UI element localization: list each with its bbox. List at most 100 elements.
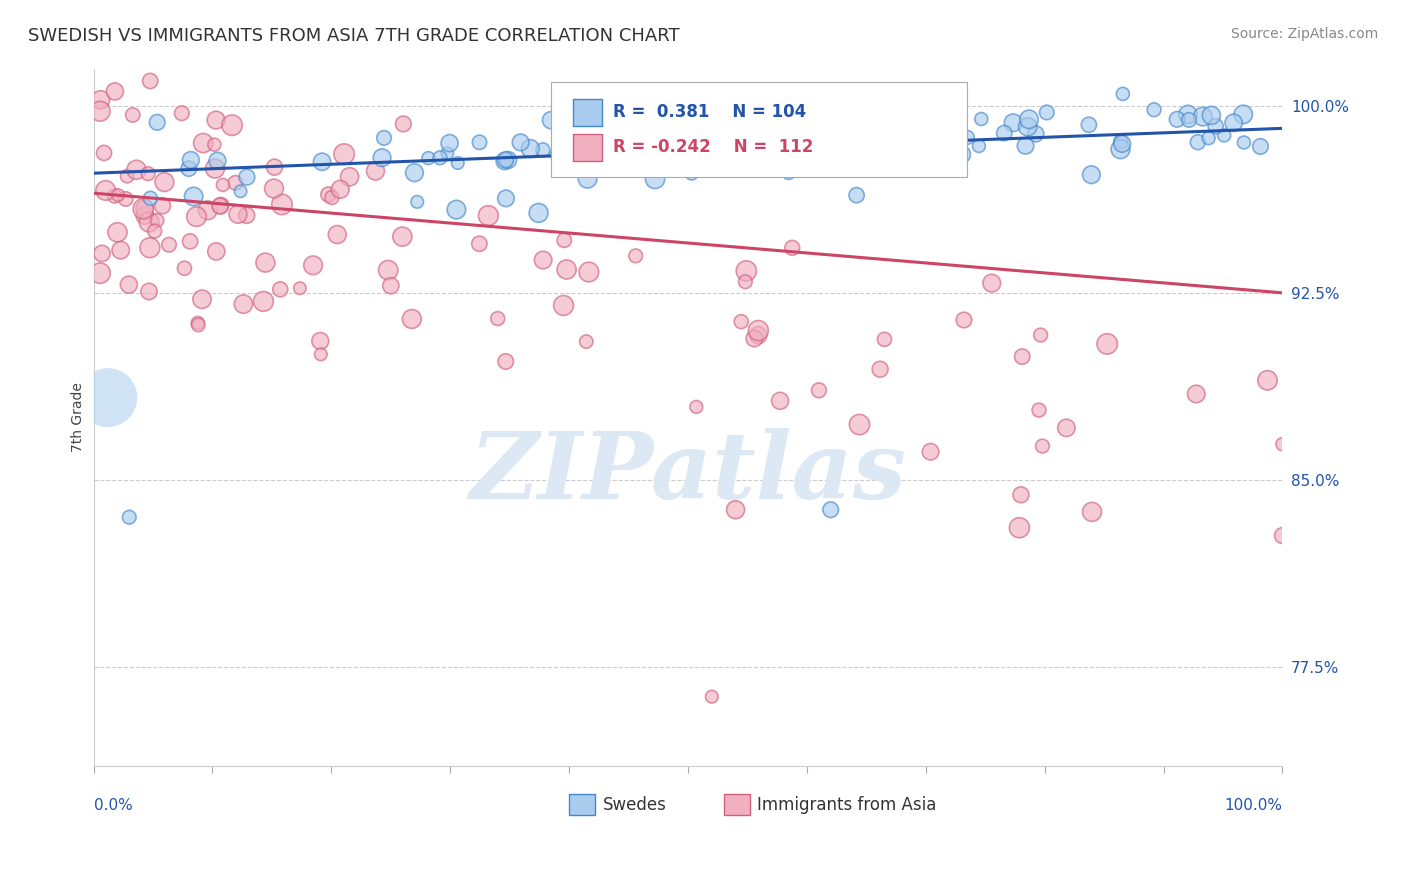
Point [202, 137, 225, 152]
Point [208, 199, 231, 213]
Y-axis label: 7th Grade: 7th Grade [72, 383, 86, 452]
Point [869, 362, 891, 376]
Point [731, 115, 754, 129]
Point [870, 122, 893, 136]
Point [950, 147, 973, 161]
Point [136, 167, 159, 181]
Point [1191, 110, 1213, 124]
Point [1233, 136, 1256, 150]
Point [1025, 127, 1047, 141]
Text: ZIPatlas: ZIPatlas [470, 428, 907, 518]
Point [1185, 387, 1208, 401]
Point [848, 417, 870, 432]
Point [288, 281, 311, 295]
Point [89, 266, 111, 280]
Point [724, 502, 747, 516]
Point [139, 74, 162, 88]
Point [121, 108, 143, 122]
Point [780, 241, 803, 255]
Point [118, 277, 141, 292]
Point [134, 209, 156, 223]
Point [401, 312, 423, 326]
Point [700, 690, 723, 704]
Point [711, 152, 734, 166]
Text: 100.0%: 100.0% [1225, 797, 1282, 813]
Point [495, 191, 517, 205]
Point [641, 153, 664, 168]
Point [540, 113, 562, 128]
Text: Swedes: Swedes [602, 796, 666, 814]
Point [1028, 403, 1050, 417]
Point [1213, 128, 1236, 143]
Point [1198, 131, 1220, 145]
Point [187, 316, 209, 330]
Point [152, 199, 174, 213]
Point [932, 120, 955, 135]
Point [364, 164, 387, 178]
Point [94, 183, 117, 197]
Point [827, 110, 849, 124]
Bar [569, 795, 595, 815]
Point [1112, 87, 1135, 101]
Point [197, 203, 219, 218]
Point [778, 135, 800, 149]
Point [236, 170, 259, 185]
Point [209, 198, 232, 212]
Point [564, 125, 586, 139]
Point [406, 194, 429, 209]
Point [204, 161, 226, 176]
Point [939, 158, 962, 172]
Point [380, 278, 402, 293]
Point [138, 285, 160, 299]
Point [780, 142, 803, 156]
Point [1271, 528, 1294, 542]
Point [730, 315, 752, 329]
Point [956, 130, 979, 145]
Text: SWEDISH VS IMMIGRANTS FROM ASIA 7TH GRADE CORRELATION CHART: SWEDISH VS IMMIGRANTS FROM ASIA 7TH GRAD… [28, 27, 679, 45]
Point [205, 113, 228, 128]
Point [486, 311, 509, 326]
Point [768, 136, 790, 151]
Point [900, 161, 922, 175]
Point [180, 153, 202, 167]
Point [574, 116, 596, 130]
Point [531, 253, 554, 268]
Point [970, 112, 993, 126]
Point [1109, 135, 1132, 149]
Point [134, 202, 156, 216]
Point [845, 188, 868, 202]
Point [1187, 135, 1209, 149]
Point [118, 510, 141, 524]
Point [1010, 488, 1032, 502]
Point [685, 400, 707, 414]
Point [1177, 107, 1199, 121]
Point [263, 160, 285, 174]
Point [576, 155, 599, 169]
Point [747, 324, 769, 338]
Point [477, 209, 499, 223]
Point [1031, 439, 1053, 453]
Point [173, 261, 195, 276]
Point [1109, 142, 1132, 156]
Point [446, 202, 468, 217]
Point [1054, 421, 1077, 435]
Point [1081, 505, 1104, 519]
Point [326, 227, 349, 242]
Point [207, 153, 229, 168]
Point [418, 151, 440, 165]
Point [825, 118, 848, 132]
Point [778, 165, 800, 179]
Point [143, 224, 166, 238]
Point [668, 155, 690, 169]
Text: Immigrants from Asia: Immigrants from Asia [756, 796, 936, 814]
Point [920, 444, 942, 458]
Point [377, 263, 399, 277]
Point [221, 118, 243, 132]
Point [191, 292, 214, 306]
Bar [724, 795, 749, 815]
Point [494, 154, 516, 169]
Point [873, 332, 896, 346]
Point [139, 191, 162, 205]
Point [373, 131, 395, 145]
Point [1095, 337, 1118, 351]
